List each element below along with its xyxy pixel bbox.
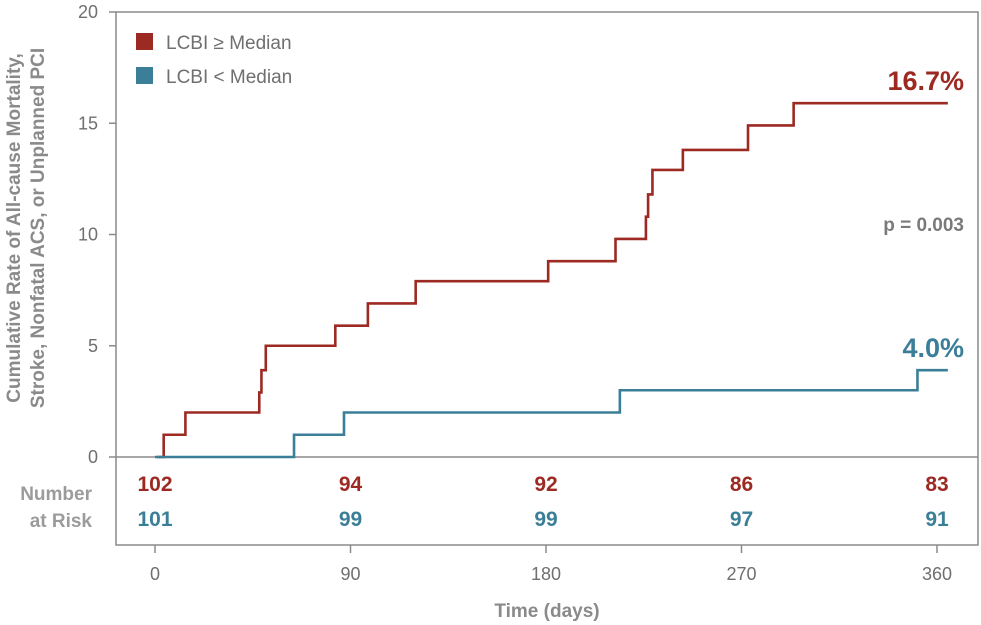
y-tick-label: 10 xyxy=(78,225,98,245)
legend-label-low: LCBI < Median xyxy=(166,67,292,88)
x-tick-label: 360 xyxy=(922,564,952,584)
x-tick-label: 90 xyxy=(340,564,360,584)
x-tick-label: 0 xyxy=(150,564,160,584)
legend-label-high: LCBI ≥ Median xyxy=(166,33,292,54)
series-line-high xyxy=(157,101,948,459)
risk-value-high: 86 xyxy=(730,473,753,496)
y-tick-label: 20 xyxy=(78,2,98,22)
y-axis-title-line1: Cumulative Rate of All-cause Mortality, xyxy=(4,53,25,402)
y-axis-title-line2: Stroke, Nonfatal ACS, or Unplanned PCI xyxy=(28,48,49,408)
x-tick-label: 270 xyxy=(726,564,756,584)
y-tick-label: 15 xyxy=(78,113,98,133)
risk-value-high: 92 xyxy=(534,473,557,496)
legend-swatch-low xyxy=(136,67,153,84)
series-group xyxy=(155,101,948,459)
x-axis: 0 90 180 270 360 xyxy=(150,545,952,584)
risk-table-title-line2: at Risk xyxy=(30,511,93,532)
risk-value-low: 101 xyxy=(137,508,172,531)
risk-value-high: 102 xyxy=(137,473,172,496)
legend-swatch-high xyxy=(136,33,153,50)
y-tick-label: 0 xyxy=(88,447,98,467)
end-label-low: 4.0% xyxy=(902,333,964,363)
x-tick-label: 180 xyxy=(531,564,561,584)
y-tick-label: 5 xyxy=(88,336,98,356)
plot-frame xyxy=(115,11,979,546)
risk-value-high: 94 xyxy=(339,473,363,496)
risk-value-low: 99 xyxy=(339,508,362,531)
legend: LCBI ≥ Median LCBI < Median xyxy=(136,33,292,88)
risk-table: 102 94 92 86 83 101 99 99 97 91 xyxy=(137,473,949,531)
series-line-low xyxy=(155,368,948,459)
end-label-high: 16.7% xyxy=(887,66,964,96)
risk-value-low: 99 xyxy=(534,508,557,531)
risk-value-high: 83 xyxy=(925,473,948,496)
p-value-annotation: p = 0.003 xyxy=(883,215,964,236)
risk-value-low: 97 xyxy=(730,508,753,531)
x-axis-title: Time (days) xyxy=(494,601,599,622)
risk-value-low: 91 xyxy=(925,508,949,531)
y-axis: 0 5 10 15 20 xyxy=(78,2,116,467)
risk-table-title-line1: Number xyxy=(20,484,92,505)
